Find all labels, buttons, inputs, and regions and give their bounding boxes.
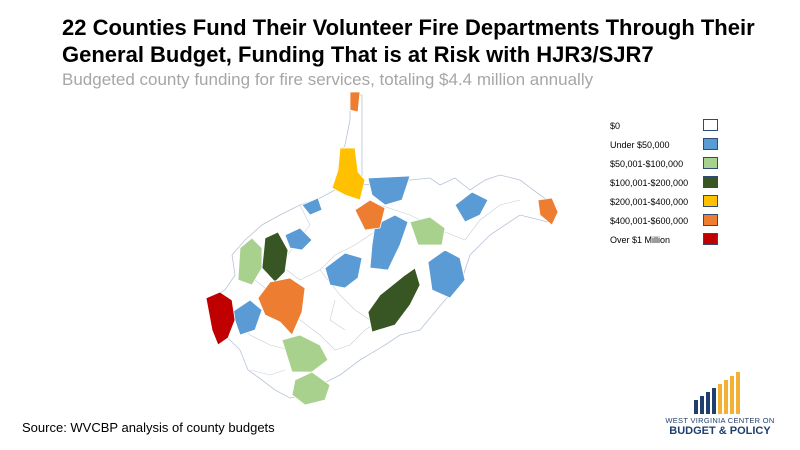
county-blue-5 <box>454 191 489 223</box>
county-orange-1 <box>349 91 361 113</box>
legend-label: $100,001-$200,000 <box>610 178 689 188</box>
legend-label: $400,001-$600,000 <box>610 216 689 226</box>
legend-row: $200,001-$400,000 <box>610 193 730 212</box>
legend-row: $400,001-$600,000 <box>610 212 730 231</box>
county-orange-4 <box>257 277 306 336</box>
counties-50k-100k <box>237 216 446 406</box>
page-title: 22 Counties Fund Their Volunteer Fire De… <box>62 15 755 67</box>
legend-row: $100,001-$200,000 <box>610 174 730 193</box>
county-blue-1 <box>367 175 411 206</box>
legend-swatch <box>703 233 718 245</box>
county-blue-3 <box>284 227 313 251</box>
logo-line-2: BUDGET & POLICY <box>669 425 771 437</box>
county-lgreen-3 <box>281 334 329 373</box>
legend-swatch <box>703 119 718 131</box>
legend-label: $0 <box>610 121 621 131</box>
source-note: Source: WVCBP analysis of county budgets <box>22 420 275 435</box>
county-red-1 <box>205 291 236 346</box>
legend-swatch <box>703 176 718 188</box>
counties-under-50k <box>231 175 489 336</box>
page-subtitle: Budgeted county funding for fire service… <box>62 70 594 89</box>
legend-row: $50,001-$100,000 <box>610 155 730 174</box>
county-yellow-1 <box>331 147 366 201</box>
legend-swatch <box>703 138 718 150</box>
logo-line-1: WEST VIRGINIA CENTER ON <box>665 416 775 425</box>
logo-bars-icon <box>694 372 740 414</box>
county-blue-2 <box>301 197 323 216</box>
county-dgreen-2 <box>367 267 421 333</box>
county-blue-8 <box>231 299 263 336</box>
county-orange-3 <box>537 197 559 226</box>
legend-row: Over $1 Million <box>610 231 730 250</box>
legend-label: Under $50,000 <box>610 140 670 150</box>
legend-label: Over $1 Million <box>610 235 671 245</box>
county-dgreen-1 <box>261 231 289 283</box>
county-blue-6 <box>324 252 363 289</box>
legend-row: Under $50,000 <box>610 136 730 155</box>
wvcbp-logo: WEST VIRGINIA CENTER ON BUDGET & POLICY <box>650 372 790 442</box>
counties-400k-600k <box>257 91 559 336</box>
county-blue-4 <box>369 214 409 271</box>
map-legend: $0 Under $50,000 $50,001-$100,000 $100,0… <box>610 117 730 250</box>
counties-100k-200k <box>261 231 421 333</box>
legend-label: $50,001-$100,000 <box>610 159 684 169</box>
county-lgreen-1 <box>409 216 446 246</box>
county-blue-7 <box>427 249 466 299</box>
county-orange-2 <box>354 199 386 231</box>
legend-label: $200,001-$400,000 <box>610 197 689 207</box>
counties-over-1m <box>205 291 236 346</box>
legend-swatch <box>703 157 718 169</box>
counties-200k-400k <box>331 147 366 201</box>
legend-swatch <box>703 195 718 207</box>
legend-swatch <box>703 214 718 226</box>
county-lgreen-4 <box>291 371 331 406</box>
legend-row: $0 <box>610 117 730 136</box>
